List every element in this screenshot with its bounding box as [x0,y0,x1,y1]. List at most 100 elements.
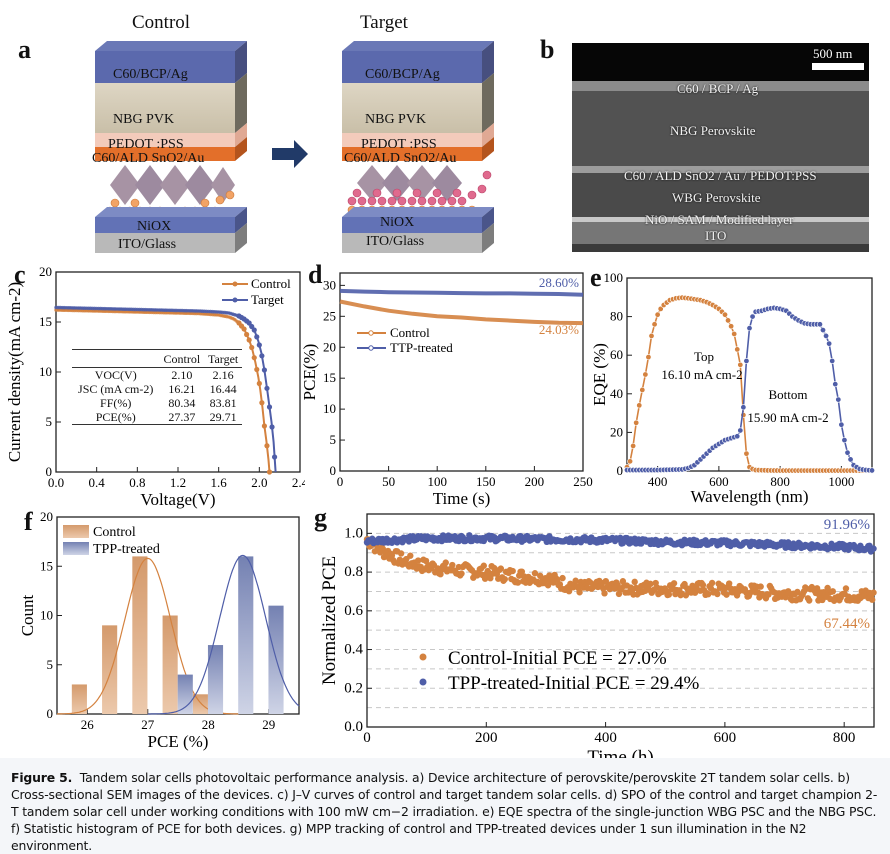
data-point [731,330,738,337]
panel-a-title-target: Target [360,12,408,33]
data-point [737,427,744,434]
x-tick-label: 0 [337,474,344,489]
data-point [654,311,661,318]
panel-letter-c: c [14,260,26,289]
legend-label: TPP-treated-Initial PCE = 29.4% [448,673,700,694]
layer-pedot [95,133,235,147]
x-tick-label: 600 [709,474,729,489]
data-point [246,337,252,343]
data-point [816,321,823,328]
y-tick-label: 5 [47,657,54,672]
tpp-molecules [347,170,492,206]
data-point [743,450,750,457]
data-point-control [576,589,583,596]
annotation-target-final: 28.60% [539,275,579,290]
data-point [746,325,753,332]
data-point-control [704,591,712,598]
sem-label-top-electrode: C60 / BCP / Ag [677,81,759,96]
legend-marker [419,653,427,661]
jv-parameters-table: Control Target VOC(V) 2.10 2.16 JSC (mA cm-… [72,349,242,425]
spo-curve-0 [339,299,584,326]
panel-a-title-control: Control [132,12,191,33]
histogram-bar-control [192,694,208,714]
data-point-control [414,557,422,564]
data-point [838,421,845,428]
table-header-blank [72,349,160,368]
data-point [235,319,239,324]
data-point-control [647,580,654,588]
histogram-bar-control [71,684,87,714]
y-tick-label: 25 [323,308,336,323]
x-tick-label: 1.6 [211,475,228,490]
data-point-control [501,575,508,583]
panel-letter-e: e [590,263,602,292]
data-point [235,313,239,318]
layer-label-pedot-target: PEDOT :PSS [361,137,437,152]
chart-eqe: 400 600 800 1000 0 20 40 60 80 100 Wavelength (nm)… [590,270,875,506]
y-tick-label: 15 [323,370,336,385]
data-point [648,332,655,339]
y-tick-label: 20 [40,509,53,524]
y-tick-label: 40 [610,386,623,401]
layer-label-recombination-control: C60/ALD SnO2/Au [92,151,205,166]
data-point [639,386,646,393]
x-tick-label: 2.0 [251,475,267,490]
data-point [264,385,270,391]
x-tick-label: 150 [476,474,496,489]
sem-label-wbg: WBG Perovskite [672,190,761,205]
legend-label: Control-Initial PCE = 27.0% [448,648,667,669]
y-tick-label: 5 [330,432,337,447]
histogram-bar-tpp-treated [238,556,254,714]
device-stack-target [342,41,494,253]
annotation-control-final: 24.03% [539,322,579,337]
data-point [835,396,842,403]
legend-swatch [63,542,89,555]
x-axis-label: Wavelength (nm) [690,487,808,506]
data-point [844,449,851,456]
chart-pce-histogram: 26 27 28 29 0 5 10 15 20 PCE (%) Count Control TPP-t… [18,509,300,751]
table-row: VOC(V) 2.10 2.16 [94,368,234,382]
caption-text: Tandem solar cells photovoltaic performa… [11,770,878,853]
table-header-target: Target [204,349,242,368]
y-tick-label: 15 [39,314,52,329]
data-point-control [518,568,526,575]
data-point-control [714,590,721,598]
data-point [271,454,278,460]
data-point-control [725,580,733,587]
data-point [868,467,875,474]
data-point-control [829,588,837,595]
data-point [847,456,854,463]
table-row: FF(%) 80.34 83.81 [100,396,237,410]
layer-label-recombination-target: C60/ALD SnO2/Au [344,151,457,166]
data-point [261,367,268,373]
y-tick-label: 5 [46,414,53,429]
right-arrow-icon [272,140,308,168]
data-point-control [554,576,561,583]
layer-label-top-electrode-control: C60/BCP/Ag [113,67,188,82]
data-point [249,344,255,351]
x-tick-label: 27 [141,717,155,732]
x-tick-label: 250 [573,474,593,489]
x-tick-label: 0.8 [129,475,145,490]
data-point [749,313,756,320]
annotation-bottom-jsc: 15.90 mA cm-2 [747,410,828,425]
data-point [627,458,634,465]
data-point-control [601,590,608,597]
data-point-control [691,589,699,596]
x-axis-label: Voltage(V) [140,490,215,509]
table-row: JSC (mA cm-2) 16.21 16.44 [78,382,237,396]
histogram-bar-control [102,625,118,714]
data-point [264,443,270,449]
data-point-control [813,585,821,592]
data-point [251,327,257,333]
legend-marker [232,281,238,287]
data-point-control [422,557,430,565]
data-point [823,332,830,339]
layer-label-ito-control: ITO/Glass [118,237,177,252]
y-tick-label: 30 [323,277,336,292]
legend-label: Control [251,276,291,291]
figure-caption: Figure 5. Tandem solar cells photovoltai… [11,769,881,854]
table-row: PCE(%) 27.37 29.71 [95,410,237,424]
data-point [642,371,649,378]
